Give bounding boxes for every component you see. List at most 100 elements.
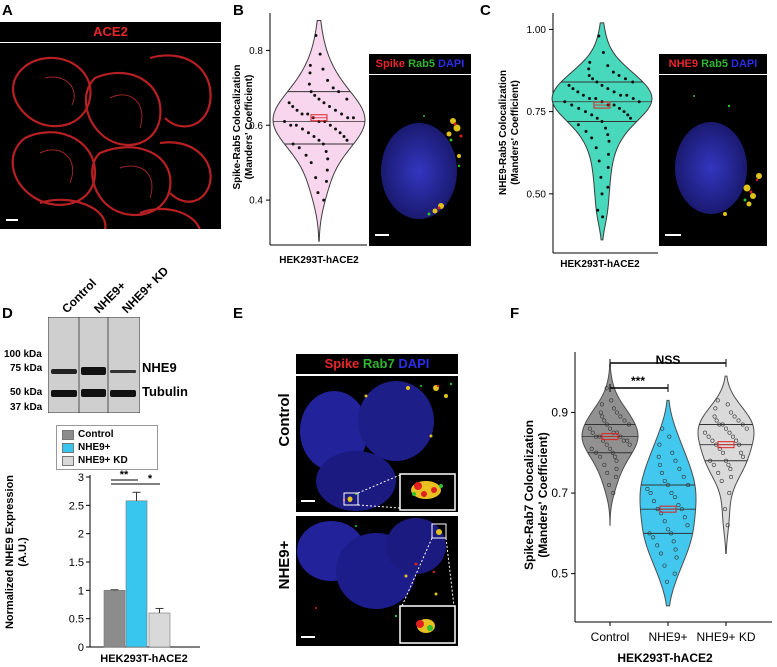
c-x-label: HEK293T-hACE2 <box>560 259 640 270</box>
c-point <box>625 93 629 97</box>
d-y-tick-label: 0.5 <box>69 614 84 626</box>
f-2-point <box>720 422 725 427</box>
panel-letter-b: B <box>233 2 244 19</box>
b-point <box>312 134 316 138</box>
b-point <box>346 116 350 120</box>
b-y-tick-label: 0.6 <box>249 121 263 132</box>
f-2-point <box>706 434 711 439</box>
f-2-point <box>727 430 732 435</box>
kda-marker-37: 37 kDa <box>10 402 43 413</box>
dapi-label: DAPI <box>398 356 430 371</box>
f-0-point <box>626 422 631 427</box>
d-significance: ** * <box>111 469 160 485</box>
f-2-point <box>702 430 707 435</box>
f-2-point <box>724 426 729 431</box>
f-1-point <box>679 507 684 512</box>
sig-triple-star: *** <box>631 374 645 388</box>
b-point <box>328 105 332 109</box>
c-point <box>617 73 621 77</box>
f-0-point <box>604 442 609 447</box>
f-1-point <box>648 491 653 496</box>
c-point <box>587 96 591 100</box>
c-point <box>577 106 581 110</box>
kda-marker-50: 50 kDa <box>10 387 43 398</box>
f-2-point <box>729 410 734 415</box>
kda-marker-100: 100 kDa <box>4 349 42 360</box>
c-point <box>595 116 599 120</box>
f-0-point <box>590 430 595 435</box>
c-point <box>597 34 601 38</box>
b-point <box>322 198 326 202</box>
b-point <box>340 112 344 116</box>
f-0-point <box>605 470 610 475</box>
f-1-point <box>682 515 687 520</box>
c-point <box>619 93 623 97</box>
f-2-point <box>727 491 732 496</box>
b-point <box>337 90 341 94</box>
c-point <box>584 129 588 133</box>
f-0-point <box>622 418 627 423</box>
c-point <box>606 64 610 68</box>
f-0-point <box>608 426 613 431</box>
f-0-point <box>607 482 612 487</box>
b-cell-image <box>375 115 463 236</box>
b-point <box>333 108 337 112</box>
panel-letter-c: C <box>480 2 491 19</box>
panel-letter-a: A <box>2 2 13 19</box>
c-point <box>612 90 616 94</box>
legend-kd: NHE9+ KD <box>62 454 152 467</box>
sig-single-star: * <box>148 473 153 485</box>
f-0-point <box>611 406 616 411</box>
c-point <box>629 116 633 120</box>
d-y-tick-label: 2.5 <box>69 500 84 512</box>
c-point <box>622 110 626 114</box>
f-1-point <box>665 579 670 584</box>
f-2-point <box>734 438 739 443</box>
f-1-point <box>655 543 660 548</box>
b-point <box>317 97 321 101</box>
d-bar-2 <box>148 612 171 648</box>
f-2-point <box>744 426 749 431</box>
sig-nss: NSS <box>656 353 681 367</box>
f-1-point <box>671 539 676 544</box>
e-nhe9-image <box>296 516 458 646</box>
f-0-point <box>587 426 592 431</box>
d-legend: Control NHE9+ NHE9+ KD <box>56 425 158 470</box>
c-point <box>637 100 641 104</box>
c-point <box>600 83 604 87</box>
c-point <box>600 119 604 123</box>
band-label-nhe9: NHE9 <box>142 360 177 375</box>
c-point <box>597 159 601 163</box>
f-1-point <box>652 499 657 504</box>
tubulin-bands <box>51 389 136 397</box>
f-0-point <box>608 446 613 451</box>
f-2-point <box>726 462 731 467</box>
e-row-label-control: Control <box>276 393 293 447</box>
f-0-point <box>618 434 623 439</box>
f-2-violin <box>697 375 755 554</box>
f-2-point <box>737 442 742 447</box>
c-point <box>570 103 574 107</box>
c-point <box>606 166 610 170</box>
f-2-point <box>713 406 718 411</box>
c-y-tick-label: 0.75 <box>527 107 547 118</box>
rab7-label: Rab7 <box>362 356 395 371</box>
f-2-point <box>725 523 730 528</box>
nhe9-bands <box>51 367 136 375</box>
panel-letter-e: E <box>233 305 244 322</box>
b-x-label: HEK293T-hACE2 <box>279 255 359 266</box>
c-point <box>576 123 580 127</box>
f-1-point <box>672 495 677 500</box>
c-point <box>596 208 600 212</box>
f-2-point <box>712 414 717 419</box>
f-2-point <box>725 402 730 407</box>
f-1-point <box>651 535 656 540</box>
b-point <box>324 149 328 153</box>
b-point <box>316 191 320 195</box>
f-0-point <box>610 450 615 455</box>
f-0-point <box>609 398 614 403</box>
chart-b-spike-rab5: 0.4 0.6 0.8 HEK293T-hACE2 <box>249 13 367 266</box>
c-point <box>599 175 603 179</box>
f-2-point <box>729 474 734 479</box>
f-1-point <box>672 571 677 576</box>
